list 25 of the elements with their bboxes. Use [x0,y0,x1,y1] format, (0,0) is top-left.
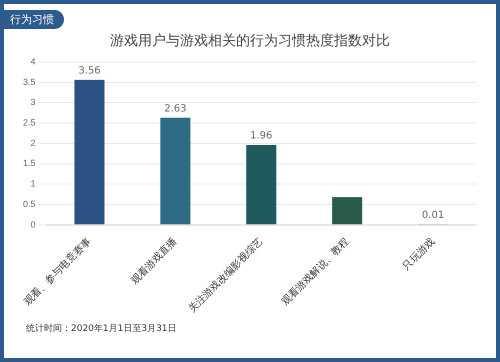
bar [160,118,190,224]
text: 统计时间：2020年1月1日至3月31日 [26,322,177,335]
data-label: 3.56 [78,66,101,76]
x-tick-label: 观看游戏解说、教程 [279,236,352,308]
bar [332,197,362,224]
bar [246,145,276,224]
text: 行为习惯 [4,10,64,29]
y-tick-label: 3 [30,97,36,108]
data-label: 1.96 [250,130,272,142]
x-tick-label: 只玩游戏 [400,236,438,272]
y-tick-label: 3.5 [22,76,36,87]
data-label: 0.01 [422,210,444,221]
bar [74,80,104,224]
chart-title: 游戏用户与游戏相关的行为习惯热度指数对比 [109,32,391,50]
x-tick-label: 观看、参与电竞赛事 [21,236,94,308]
data-label: 2.63 [164,103,186,114]
y-tick-label: 0.5 [22,198,36,209]
x-tick-label: 观看游戏直播 [128,236,180,287]
y-tick-label: 1 [30,178,36,189]
y-tick-label: 2 [30,138,36,148]
y-tick-label: 0 [30,219,36,230]
y-tick-label: 4 [30,56,36,66]
y-tick-label: 1.5 [22,158,36,168]
x-tick-label: 关注游戏改编影视综艺 [186,236,266,315]
y-tick-label: 2.5 [22,118,36,128]
